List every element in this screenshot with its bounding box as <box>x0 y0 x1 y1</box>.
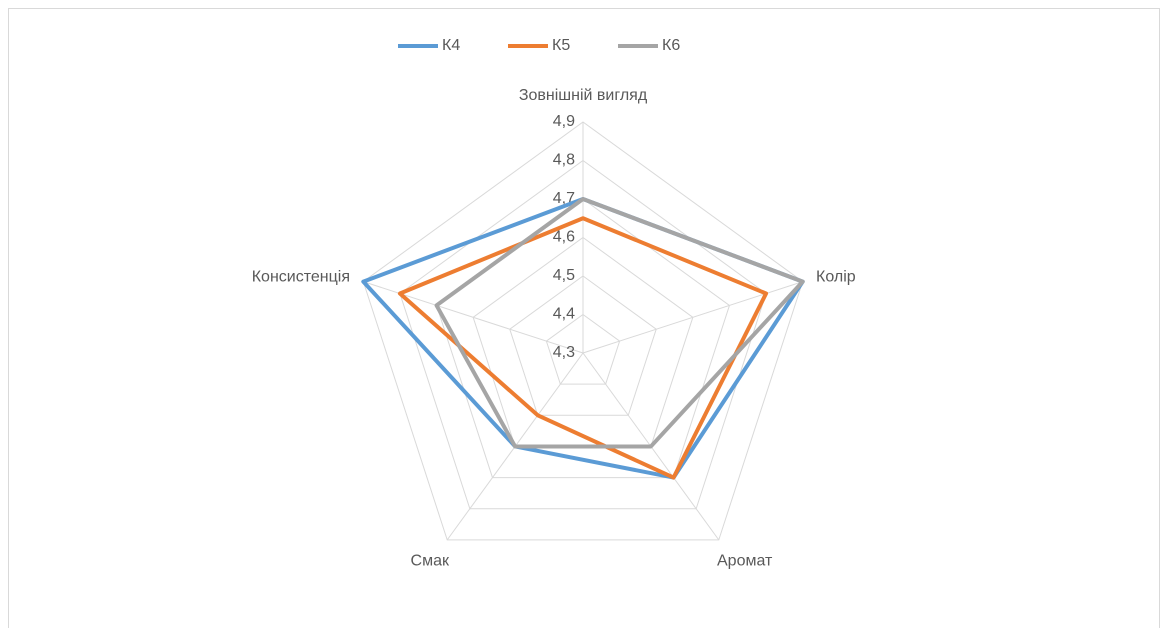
grid-ring <box>399 159 767 510</box>
r-tick-label: 4,5 <box>553 267 575 284</box>
series-line <box>434 197 805 449</box>
category-label: Консистенція <box>252 269 350 286</box>
category-label: Аромат <box>717 552 773 569</box>
legend-label: К6 <box>662 37 680 54</box>
grid-ring <box>362 121 804 541</box>
legend-label: К5 <box>552 37 570 54</box>
category-label: Зовнішній вигляд <box>519 87 648 104</box>
grid-ring <box>509 275 657 416</box>
r-tick-label: 4,3 <box>553 344 575 361</box>
grid-ring <box>545 313 621 385</box>
category-label: Колір <box>816 269 856 286</box>
chart-area <box>8 8 1160 628</box>
r-tick-label: 4,4 <box>553 306 575 323</box>
r-tick-label: 4,8 <box>553 152 575 169</box>
category-label: Смак <box>411 552 450 569</box>
r-tick-label: 4,6 <box>553 229 575 246</box>
legend-label: К4 <box>442 37 460 54</box>
r-tick-label: 4,9 <box>553 113 575 130</box>
